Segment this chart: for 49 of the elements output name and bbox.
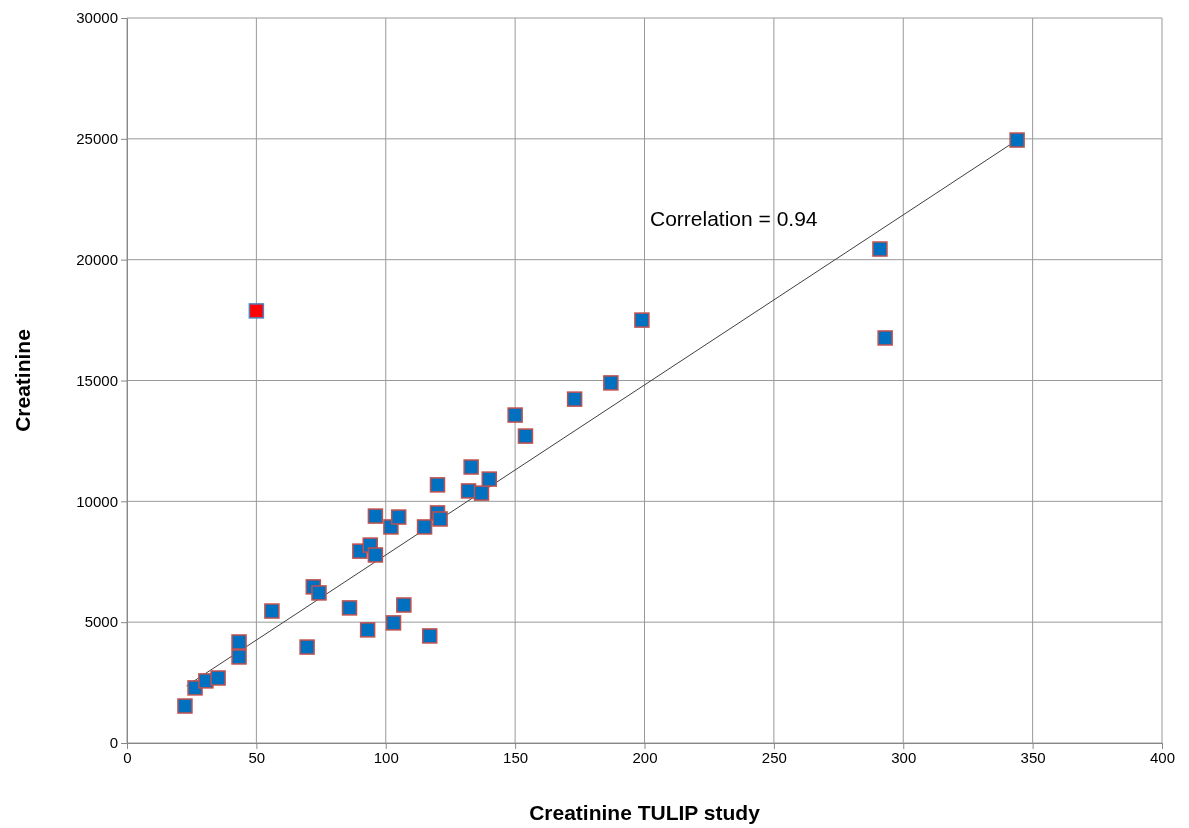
y-tick-label: 20000 [76, 250, 118, 268]
point [432, 511, 448, 527]
point [481, 471, 497, 487]
x-tick-label: 50 [248, 748, 266, 766]
point [473, 485, 490, 501]
y-tick-label: 15000 [76, 371, 118, 389]
point [877, 330, 893, 346]
x-tick-label: 0 [123, 748, 132, 766]
point [231, 649, 247, 665]
point [367, 547, 384, 563]
point [299, 639, 315, 655]
y-tick-label: 0 [109, 734, 118, 752]
point [341, 600, 358, 616]
point [421, 628, 438, 644]
point [872, 241, 888, 257]
point [429, 477, 446, 493]
x-tick-label: 150 [503, 748, 529, 766]
point [385, 615, 402, 631]
point [248, 303, 265, 319]
point [463, 459, 479, 475]
point [396, 597, 412, 613]
x-tick-label: 400 [1149, 748, 1176, 766]
point [566, 391, 583, 407]
point [311, 585, 327, 601]
annotation: Correlation = 0.94 [650, 207, 818, 230]
point [359, 622, 376, 638]
y-tick-label: 25000 [76, 130, 118, 148]
x-axis-title: Creatinine TULIP study [529, 801, 761, 824]
point [390, 509, 407, 525]
y-tick-label: 30000 [76, 9, 118, 27]
point [367, 508, 384, 524]
point [210, 670, 226, 686]
x-tick-label: 350 [1020, 748, 1046, 766]
point [1009, 132, 1025, 148]
y-axis-title: Creatinine [11, 329, 34, 432]
x-tick-label: 250 [761, 748, 787, 766]
point [517, 428, 534, 444]
point [177, 698, 193, 714]
x-tick-label: 200 [632, 748, 658, 766]
x-tick-label: 300 [891, 748, 917, 766]
point [634, 312, 650, 328]
point [264, 603, 280, 619]
point [231, 634, 247, 650]
point [416, 519, 433, 535]
point [603, 375, 619, 391]
y-tick-label: 10000 [76, 492, 118, 510]
point [507, 407, 523, 423]
y-tick-label: 5000 [84, 613, 118, 631]
x-tick-label: 100 [373, 748, 399, 766]
